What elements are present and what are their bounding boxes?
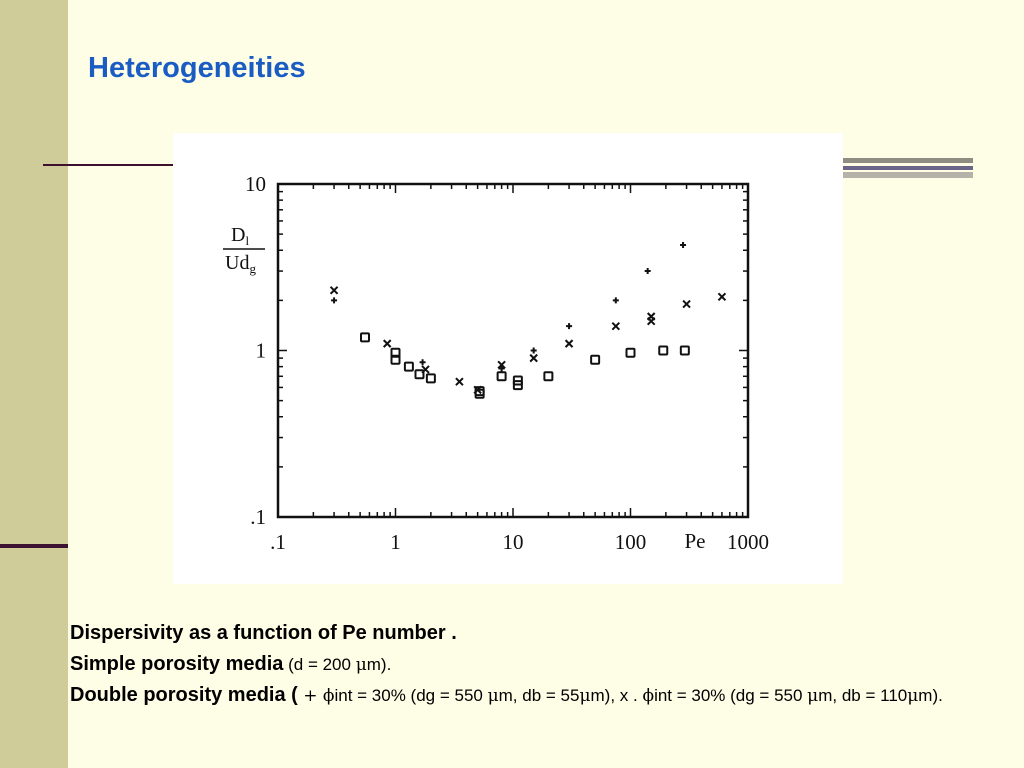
cross-point <box>473 385 482 395</box>
x-tick-label: 10 <box>503 530 524 554</box>
plus-point <box>612 297 619 304</box>
figure-caption: Dispersivity as a function of Pe number … <box>70 618 975 711</box>
caption-text: m). <box>366 655 392 674</box>
cross-point <box>717 292 727 302</box>
simple-porosity-label: Simple porosity media <box>70 653 284 675</box>
cross-point <box>329 286 339 295</box>
phi-symbol: ϕ <box>322 686 335 706</box>
slide-title: Heterogeneities <box>88 52 306 84</box>
caption-text: m, db = 55 <box>498 686 580 705</box>
caption-text: m). <box>918 686 943 705</box>
square-point <box>414 369 425 380</box>
plus-point <box>644 268 651 275</box>
square-point <box>474 388 485 399</box>
x-tick-label: 1 <box>390 530 401 554</box>
caption-text: int = 30% (dg = 550 <box>334 686 488 705</box>
y-axis-label: Dl Udg <box>223 224 265 276</box>
caption-line-1: Dispersivity as a function of Pe number … <box>70 618 975 649</box>
cross-point <box>421 365 430 374</box>
y-label-numerator: D <box>231 224 245 246</box>
cross-point <box>455 377 464 386</box>
square-point <box>658 345 669 356</box>
square-point <box>679 345 690 356</box>
square-point <box>590 354 601 365</box>
square-point <box>625 347 636 358</box>
square-point <box>403 361 414 372</box>
y-tick-label: .1 <box>250 505 266 529</box>
caption-line-3: Double porosity media ( + ϕint = 30% (dg… <box>70 680 975 711</box>
figure-panel: .1 1 10 100 1000 10 1 .1 Pe Dl Udg <box>173 133 843 584</box>
y-tick-label: 1 <box>256 339 267 363</box>
cross-point <box>646 312 656 321</box>
plus-point <box>498 365 505 372</box>
x-axis-label: Pe <box>685 529 706 553</box>
sidebar-band <box>0 0 68 768</box>
square-point <box>543 371 554 382</box>
cross-point <box>611 321 621 331</box>
y-label-denominator-sub: g <box>249 261 256 276</box>
square-point <box>425 373 436 384</box>
y-tick-label: 10 <box>245 172 266 196</box>
plus-point <box>530 347 537 354</box>
cross-point <box>382 339 392 348</box>
svg-text:Udg: Udg <box>225 252 256 276</box>
axis-ticks <box>277 184 748 518</box>
caption-text: m), x . <box>590 686 643 705</box>
x-tick-label: 1000 <box>727 530 769 554</box>
mu-symbol: μ <box>355 655 367 675</box>
x-tick-label: 100 <box>615 530 647 554</box>
mu-symbol: μ <box>487 686 499 706</box>
square-point <box>512 380 523 391</box>
y-label-numerator-sub: l <box>245 233 249 248</box>
dispersivity-chart: .1 1 10 100 1000 10 1 .1 Pe Dl Udg <box>223 172 769 554</box>
cross-point <box>497 360 506 370</box>
cross-point <box>529 353 538 363</box>
mu-symbol: μ <box>807 686 819 706</box>
square-point <box>496 371 507 382</box>
x-tick-label: .1 <box>270 530 286 554</box>
title-rule-right <box>843 158 973 178</box>
cross-point <box>564 339 574 348</box>
mu-symbol: μ <box>907 686 919 706</box>
data-points <box>329 242 727 399</box>
title-rule-left <box>43 164 173 166</box>
square-point <box>390 354 401 365</box>
plus-point <box>419 359 426 366</box>
plus-symbol: + <box>297 686 323 706</box>
cross-point <box>682 299 691 309</box>
caption-text: (d = 200 <box>283 655 356 674</box>
phi-symbol: ϕ <box>642 686 655 706</box>
svg-text:Dl: Dl <box>231 224 249 248</box>
caption-heading: Dispersivity as a function of Pe number … <box>70 622 457 644</box>
plus-point <box>331 297 338 304</box>
mu-symbol: μ <box>579 686 591 706</box>
axis-tick-labels: .1 1 10 100 1000 10 1 .1 <box>245 172 769 554</box>
plus-point <box>566 323 573 330</box>
double-porosity-label: Double porosity media ( <box>70 684 298 706</box>
plot-frame <box>276 182 750 519</box>
caption-text: int = 30% (dg = 550 <box>654 686 808 705</box>
caption-line-2: Simple porosity media (d = 200 μm). <box>70 649 975 680</box>
sidebar-rule-bottom <box>0 544 68 548</box>
y-label-denominator: Ud <box>225 252 249 274</box>
caption-text: m, db = 110 <box>818 686 908 705</box>
plus-point <box>680 242 687 249</box>
square-point <box>359 332 370 343</box>
